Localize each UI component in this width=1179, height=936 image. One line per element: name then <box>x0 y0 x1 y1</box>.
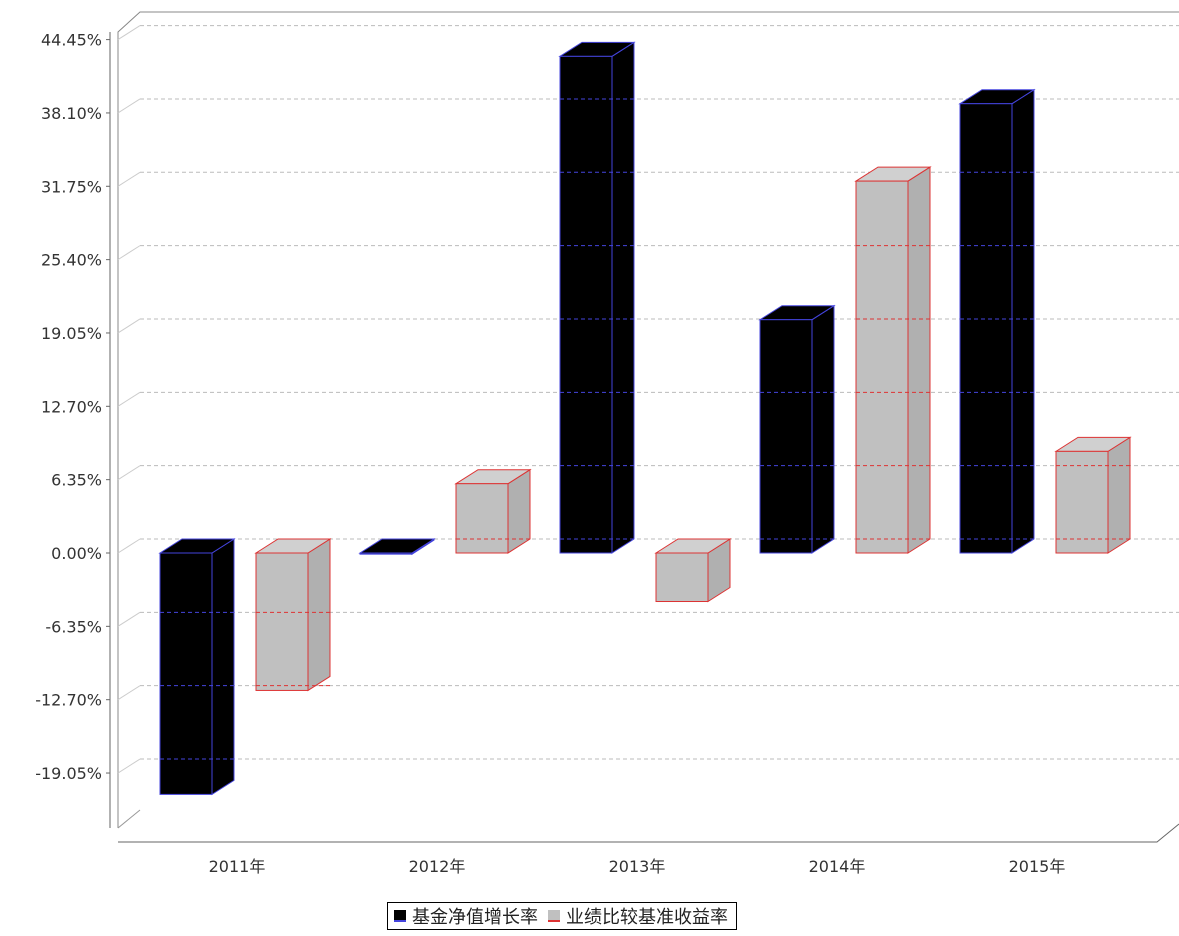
bar-benchmark-2013年 <box>654 538 732 603</box>
bars <box>158 41 1132 796</box>
bar-front <box>559 55 613 554</box>
y-tick-label: 19.05% <box>41 324 102 343</box>
gridline-side <box>117 758 141 774</box>
bar-front <box>655 552 709 603</box>
bar-side <box>907 166 931 554</box>
y-axis: 44.45% 38.10% 31.75% 25.40% 19.05% 12.70% 6.35… <box>35 31 110 783</box>
y-tick-label: -19.05% <box>35 764 102 783</box>
gridline-side <box>117 611 141 627</box>
bar-nav-growth-2015年 <box>958 88 1036 554</box>
bar-benchmark-2015年 <box>1054 436 1132 554</box>
bar-side <box>507 468 531 554</box>
x-axis: 2011年 2012年 2013年 2014年 2015年 <box>209 857 1066 876</box>
bar-nav-growth-2011年 <box>158 538 236 796</box>
gridline-side <box>117 171 141 187</box>
y-tick-label: -6.35% <box>45 617 102 636</box>
y-tick-label: 6.35% <box>51 471 102 490</box>
x-axis-line <box>118 823 1179 843</box>
bar-benchmark-2012年 <box>454 468 532 554</box>
plot-floor-edge <box>117 809 141 829</box>
gridline-side <box>117 538 141 554</box>
legend-swatch-series-2 <box>548 910 560 922</box>
bar-benchmark-2014年 <box>854 166 932 554</box>
x-tick-label: 2015年 <box>1009 857 1066 876</box>
gridline-side <box>117 318 141 334</box>
bar-front <box>455 483 509 554</box>
gridline-side <box>117 685 141 701</box>
y-tick-label: 25.40% <box>41 251 102 270</box>
gridline-side <box>117 98 141 114</box>
gridline-side <box>117 25 141 41</box>
bar-nav-growth-2013年 <box>558 41 636 554</box>
plot-back-edge <box>117 11 1179 828</box>
y-tick-label: 12.70% <box>41 397 102 416</box>
gridline-side <box>117 245 141 261</box>
legend-item-series-1: 基金净值增长率 <box>394 903 538 929</box>
bar-top <box>358 538 436 554</box>
legend-item-series-2: 业绩比较基准收益率 <box>548 903 728 929</box>
bar-front <box>1055 450 1109 554</box>
bar-nav-growth-2012年 <box>358 538 436 556</box>
x-tick-label: 2012年 <box>409 857 466 876</box>
x-tick-label: 2013年 <box>609 857 666 876</box>
bar-front <box>359 552 413 555</box>
bar-front <box>159 552 213 795</box>
gridline-side <box>117 391 141 407</box>
bar-side <box>307 538 331 692</box>
y-tick-label: 38.10% <box>41 104 102 123</box>
plot-frame <box>109 11 1179 843</box>
gridlines <box>117 25 1179 774</box>
bar-nav-growth-2014年 <box>758 304 836 554</box>
y-tick-label: -12.70% <box>35 691 102 710</box>
x-tick-label: 2014年 <box>809 857 866 876</box>
x-tick-label: 2011年 <box>209 857 266 876</box>
bar-front <box>855 180 909 554</box>
gridline-side <box>117 465 141 481</box>
bar-side <box>811 304 835 554</box>
bar-front <box>255 552 309 691</box>
bar-front <box>759 319 813 554</box>
bar-side <box>1011 88 1035 554</box>
bar-side <box>611 41 635 554</box>
y-tick-label: 44.45% <box>41 31 102 50</box>
legend-swatch-series-1 <box>394 910 406 922</box>
legend: 基金净值增长率 业绩比较基准收益率 <box>387 902 737 930</box>
bar-front <box>959 103 1013 554</box>
y-tick-label: 31.75% <box>41 177 102 196</box>
y-tick-label: 0.00% <box>51 544 102 563</box>
bar-side <box>1107 436 1131 554</box>
legend-label-series-1: 基金净值增长率 <box>412 907 538 928</box>
legend-label-series-2: 业绩比较基准收益率 <box>566 907 728 928</box>
bar-benchmark-2011年 <box>254 538 332 692</box>
bar-side <box>211 538 235 796</box>
